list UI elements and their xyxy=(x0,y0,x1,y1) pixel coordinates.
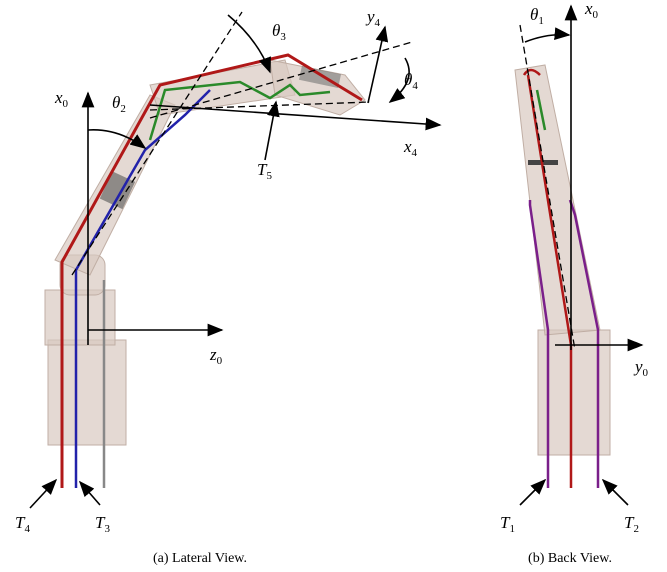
label-sub: 1 xyxy=(538,15,544,27)
symbol-label: T4 xyxy=(15,513,30,535)
label-sub: 4 xyxy=(375,17,381,29)
label-sub: 0 xyxy=(643,367,649,379)
symbol-label: T1 xyxy=(500,513,515,535)
symbol-label: y4 xyxy=(365,7,381,29)
label-symbol: θ xyxy=(112,93,120,112)
label-sub: 3 xyxy=(280,31,286,43)
label-sub: 5 xyxy=(266,170,272,182)
symbol-label: T2 xyxy=(624,513,639,535)
caption: (a) Lateral View. xyxy=(153,551,247,566)
label-sub: 1 xyxy=(509,523,515,535)
symbol-label: θ3 xyxy=(272,21,286,43)
caption: (b) Back View. xyxy=(528,551,612,566)
label-sub: 0 xyxy=(593,9,599,21)
label-sub: 0 xyxy=(63,98,69,110)
label-sub: 0 xyxy=(217,355,223,367)
label-sub: 2 xyxy=(120,103,126,115)
label-sub: 3 xyxy=(104,523,110,535)
symbol-label: T3 xyxy=(95,513,110,535)
symbol-label: z0 xyxy=(209,345,223,367)
label-sub: 4 xyxy=(24,523,30,535)
label-symbol: θ xyxy=(404,70,412,89)
symbol-label: θ2 xyxy=(112,93,126,115)
symbol-label: x4 xyxy=(403,137,418,159)
label-symbol: y xyxy=(365,7,375,26)
label-sub: 4 xyxy=(412,80,418,92)
label-sub: 2 xyxy=(633,523,639,535)
symbol-label: θ1 xyxy=(530,5,544,27)
label-symbol: θ xyxy=(272,21,280,40)
figure: θ1θ2θ3θ4x0z0y4x4T5T4T3x0y0T1T2 (a) Later… xyxy=(0,0,667,572)
label-sub: 4 xyxy=(412,147,418,159)
symbol-label: y0 xyxy=(633,357,649,379)
label-symbol: θ xyxy=(530,5,538,24)
symbol-label: θ4 xyxy=(404,70,418,92)
label-symbol: y xyxy=(633,357,643,376)
symbol-label: T5 xyxy=(257,160,272,182)
symbol-label: x0 xyxy=(54,88,69,110)
symbol-label: x0 xyxy=(584,0,599,21)
lateral-robot xyxy=(45,55,365,488)
